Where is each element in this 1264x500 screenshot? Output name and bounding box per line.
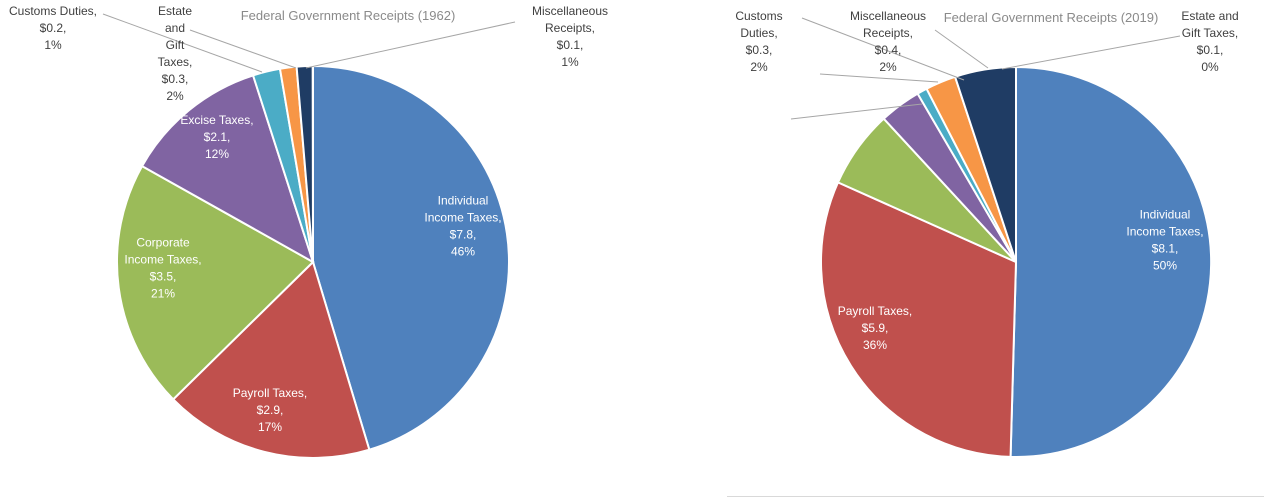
data-label-individual-income-taxes: Individual Income Taxes, $7.8, 46% [424, 194, 501, 259]
data-label-line: $2.1, [204, 130, 231, 144]
data-label-line: and [165, 21, 185, 35]
data-label-line: Duties, [740, 26, 777, 40]
pie-chart-1962-svg: Federal Government Receipts (1962) Indiv… [9, 4, 608, 459]
leader-lines [790, 17, 1181, 120]
data-label-line: Gift [166, 38, 185, 52]
pie-slice-excise-taxes [140, 74, 315, 265]
data-label-excise-taxes: Excise Taxes, $2.1, 12% [180, 113, 253, 161]
data-label-line: $0.1, [557, 38, 584, 52]
data-label-line: $0.1, [1197, 43, 1224, 57]
leader-line-miscellaneous-receipts [934, 29, 989, 69]
data-label-miscellaneous-receipts: Miscellaneous Receipts, $0.1, 1% [532, 4, 608, 69]
pie-slice-corporate-income-taxes [116, 164, 315, 401]
leader-line-customs-duties [102, 13, 263, 73]
data-label-line: $0.4, [875, 43, 902, 57]
data-label-line: Excise Taxes, [180, 113, 253, 127]
data-label-line: 1% [44, 38, 62, 52]
data-label-line: $5.9, [862, 321, 889, 335]
data-label-line: 2% [879, 60, 897, 74]
data-label-line: 46% [451, 245, 475, 259]
data-label-line: 12% [205, 147, 229, 161]
data-label-estate-and-gift-taxes: Estate and Gift Taxes, $0.1, 0% [1181, 9, 1238, 74]
data-label-line: Customs Duties, [9, 4, 97, 18]
data-label-line: 36% [863, 338, 887, 352]
pie-chart-1962: Federal Government Receipts (1962) Indiv… [9, 4, 608, 459]
data-label-line: 1% [561, 55, 579, 69]
pie-slice-payroll-taxes [820, 181, 1018, 458]
pie-slices [116, 64, 510, 459]
leader-line-estate-and-gift-taxes [1001, 35, 1181, 70]
data-label-line: Payroll Taxes, [233, 386, 307, 400]
data-label-line: Gift Taxes, [1182, 26, 1238, 40]
data-label-line: 50% [1153, 259, 1177, 273]
data-label-payroll-taxes: Payroll Taxes, $5.9, 36% [838, 304, 912, 352]
leader-lines [102, 13, 516, 73]
data-label-line: Estate [158, 4, 192, 18]
bottom-divider [727, 496, 1264, 497]
leader-line-estate-and-gift-taxes [189, 29, 297, 69]
data-label-line: $8.1, [1152, 242, 1179, 256]
pie-slice-individual-income-taxes [1009, 65, 1213, 458]
leader-line-unlabeled [819, 73, 939, 83]
data-labels: Individual Income Taxes, $8.1, 50% Payroll T… [735, 9, 1238, 352]
data-label-line: Miscellaneous [850, 9, 926, 23]
data-label-line: $0.3, [746, 43, 773, 57]
leader-line-miscellaneous-receipts [305, 21, 516, 69]
data-label-line: Income Taxes, [124, 253, 201, 267]
chart-title: Federal Government Receipts (2019) [944, 10, 1159, 25]
data-label-line: Income Taxes, [1126, 225, 1203, 239]
data-label-payroll-taxes: Payroll Taxes, $2.9, 17% [233, 386, 307, 434]
data-label-customs-duties: Customs Duties, $0.3, 2% [735, 9, 782, 74]
data-label-line: $2.9, [257, 403, 284, 417]
leader-line-unlabeled [790, 103, 923, 120]
data-label-line: 2% [750, 60, 768, 74]
data-label-line: Customs [735, 9, 782, 23]
data-label-line: Income Taxes, [424, 211, 501, 225]
data-label-line: Taxes, [158, 55, 193, 69]
data-label-miscellaneous-receipts: Miscellaneous Receipts, $0.4, 2% [850, 9, 926, 74]
pie-chart-2019: Federal Government Receipts (2019) Indiv… [632, 0, 1264, 500]
data-label-line: Corporate [136, 236, 190, 250]
data-label-line: Individual [438, 194, 489, 208]
data-label-line: Individual [1140, 208, 1191, 222]
data-label-customs-duties: Customs Duties, $0.2, 1% [9, 4, 97, 52]
data-label-line: 0% [1201, 60, 1219, 74]
pie-slice-miscellaneous-receipts [295, 64, 314, 263]
pie-slice-individual-income-taxes [312, 64, 510, 451]
data-label-estate-and-gift-taxes: Estate and Gift Taxes, $0.3, 2% [158, 4, 193, 103]
leader-line-customs-duties [801, 17, 965, 81]
chart-title: Federal Government Receipts (1962) [241, 8, 456, 23]
data-label-line: $7.8, [450, 228, 477, 242]
data-label-corporate-income-taxes: Corporate Income Taxes, $3.5, 21% [124, 236, 201, 301]
data-label-line: 17% [258, 420, 282, 434]
data-labels: Individual Income Taxes, $7.8, 46% Payroll T… [9, 4, 608, 434]
data-label-line: 21% [151, 287, 175, 301]
data-label-line: Estate and [1181, 9, 1238, 23]
data-label-line: $3.5, [150, 270, 177, 284]
data-label-line: Miscellaneous [532, 4, 608, 18]
data-label-line: $0.3, [162, 72, 189, 86]
pie-slices [820, 65, 1213, 458]
data-label-line: 2% [166, 89, 184, 103]
data-label-line: $0.2, [40, 21, 67, 35]
data-label-line: Receipts, [545, 21, 595, 35]
data-label-line: Receipts, [863, 26, 913, 40]
pie-chart-2019-svg: Federal Government Receipts (2019) Indiv… [735, 9, 1239, 458]
data-label-individual-income-taxes: Individual Income Taxes, $8.1, 50% [1126, 208, 1203, 273]
data-label-line: Payroll Taxes, [838, 304, 912, 318]
pie-slice-payroll-taxes [171, 260, 371, 459]
